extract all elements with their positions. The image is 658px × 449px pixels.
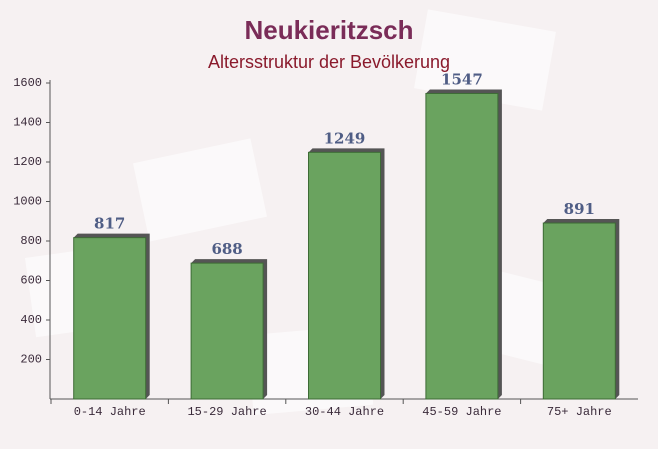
data-label: 1249	[324, 129, 366, 147]
x-tick-label: 0-14 Jahre	[74, 405, 146, 419]
x-tick-label: 30-44 Jahre	[305, 405, 384, 419]
x-tick-label: 45-59 Jahre	[422, 405, 501, 419]
chart-subtitle: Altersstruktur der Bevölkerung	[208, 52, 450, 72]
bar	[190, 262, 264, 400]
x-tick-label: 75+ Jahre	[547, 405, 612, 419]
y-tick-label: 1000	[13, 195, 42, 209]
data-label: 688	[211, 240, 242, 258]
y-tick-label: 200	[20, 353, 42, 367]
y-tick-label: 1600	[13, 76, 42, 90]
data-label: 817	[94, 215, 125, 233]
y-tick-label: 800	[20, 234, 42, 248]
bar	[308, 151, 381, 400]
bar	[542, 222, 616, 400]
data-label: 1547	[441, 70, 483, 88]
bar	[425, 92, 499, 400]
x-tick-label: 15-29 Jahre	[187, 405, 266, 419]
y-tick-label: 1200	[13, 155, 42, 169]
bar	[73, 237, 147, 400]
y-tick-label: 400	[20, 313, 42, 327]
y-tick-label: 600	[20, 274, 42, 288]
data-label: 891	[564, 200, 595, 218]
y-tick-label: 1400	[13, 116, 42, 130]
chart-title: Neukieritzsch	[244, 15, 413, 45]
